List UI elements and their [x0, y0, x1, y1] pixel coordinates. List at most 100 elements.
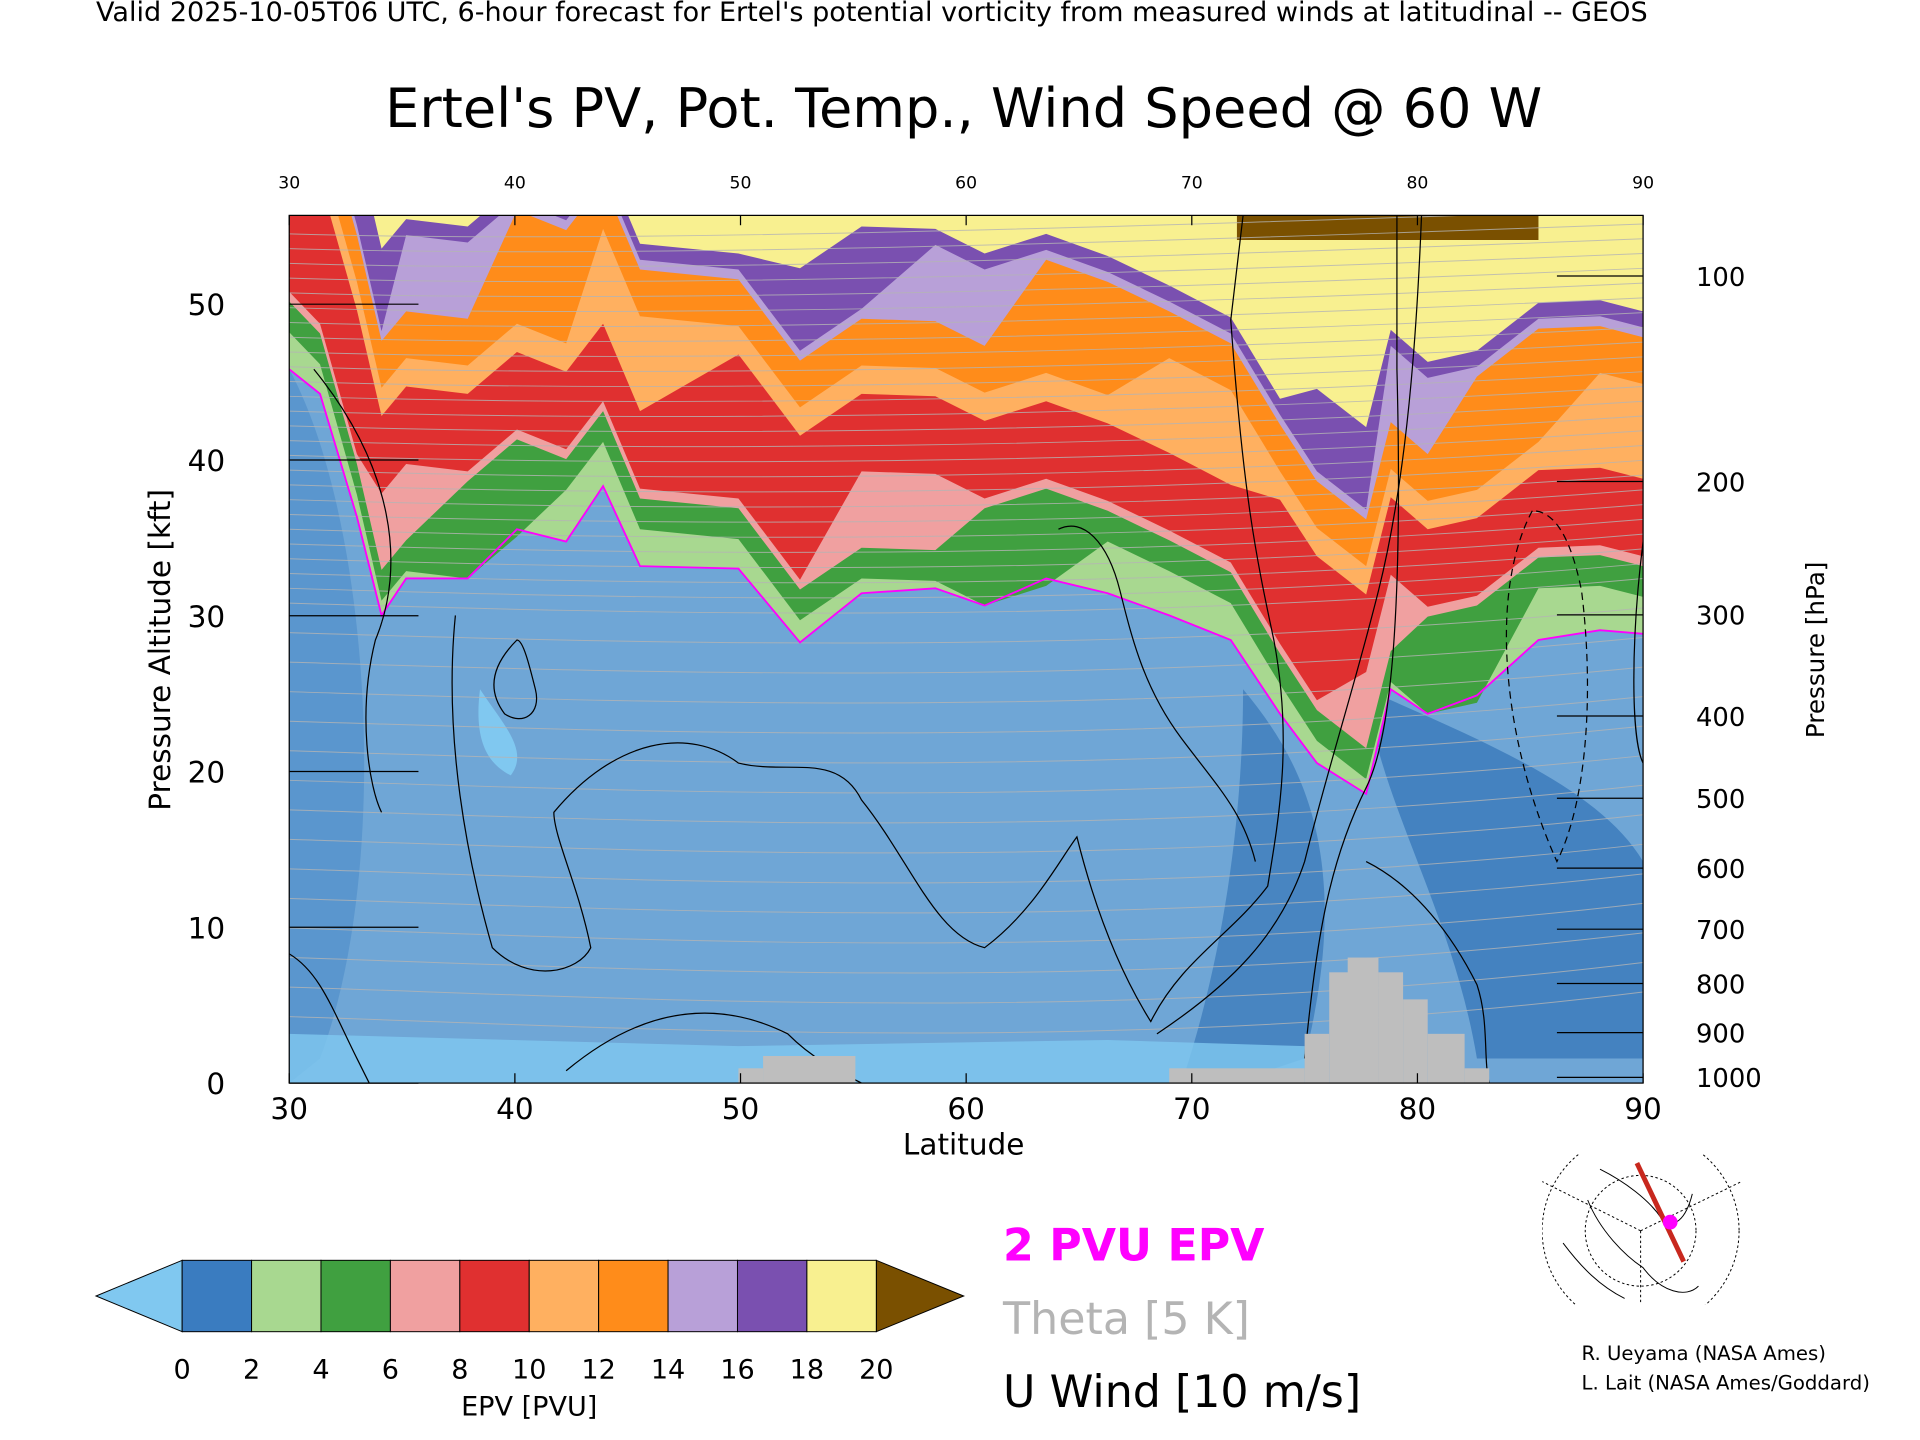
theta-line [289, 282, 1644, 312]
theta-line [289, 253, 1644, 283]
colorbar-segment [320, 1259, 391, 1333]
colorbar-segment [459, 1259, 530, 1333]
field-patch [478, 689, 518, 776]
legend-entry: U Wind [10 m/s] [1003, 1367, 1361, 1418]
theta-line [289, 223, 1644, 253]
theta-line [289, 445, 1644, 478]
colorbar-segment [736, 1259, 808, 1333]
pv-layers [289, 215, 1644, 794]
theta-line [289, 814, 1644, 854]
x-tick-label: 30 [270, 1092, 308, 1126]
y-tick-label: 40 [188, 444, 226, 478]
credit: R. Ueyama (NASA Ames) [1582, 1342, 1826, 1365]
y2-tick-label: 500 [1696, 785, 1745, 815]
terrain [1378, 972, 1404, 1084]
colorbar-segment [806, 1259, 877, 1333]
x-top-tick-label: 40 [504, 173, 526, 193]
theta-line [289, 371, 1644, 402]
colorbar-tick-label: 6 [382, 1354, 399, 1385]
x-top-tick-label: 70 [1181, 173, 1203, 193]
theta-line [289, 666, 1644, 704]
colorbar-segment [251, 1259, 322, 1333]
x-tick-label: 50 [722, 1092, 760, 1126]
header: Valid 2025-10-05T06 UTC, 6-hour forecast… [96, 0, 1648, 28]
topography [738, 957, 1490, 1084]
theta-line [289, 297, 1644, 327]
theta-line [289, 696, 1644, 734]
theta-line [289, 385, 1644, 417]
colorbar-tick-label: 8 [451, 1354, 468, 1385]
legend-entry: Theta [5 K] [1002, 1294, 1250, 1345]
y-axis-title: Pressure Altitude [kft] [143, 489, 177, 811]
credit: L. Lait (NASA Ames/Goddard) [1582, 1372, 1870, 1395]
theta-lines [289, 215, 1644, 1034]
theta-line [289, 489, 1644, 523]
terrain [1347, 957, 1379, 1084]
contour [493, 639, 538, 720]
legend: 2 PVU EPV Theta [5 K] U Wind [10 m/s] [1002, 1220, 1361, 1417]
x-tick-label: 40 [496, 1092, 534, 1126]
x-tick-label: 70 [1173, 1092, 1211, 1126]
theta-line [289, 356, 1644, 387]
y-tick-label: 30 [188, 600, 226, 634]
y-tick-label: 10 [188, 911, 226, 945]
y2-tick-label: 700 [1696, 916, 1745, 946]
theta-line [289, 961, 1644, 1004]
terrain [738, 1068, 764, 1084]
field-patch [1366, 689, 1644, 1059]
map-meridian [1542, 1181, 1641, 1232]
field-patch [289, 369, 365, 1084]
colorbar-under [94, 1259, 183, 1333]
y2-tick-label: 800 [1696, 970, 1745, 1000]
x-tick-label: 80 [1399, 1092, 1437, 1126]
terrain [763, 1056, 856, 1084]
theta-line [289, 902, 1644, 944]
theta-line [289, 755, 1644, 794]
contour [1156, 215, 1423, 1035]
theta-line [289, 637, 1644, 674]
coastline [1562, 1168, 1699, 1299]
x-top-tick-label: 30 [278, 173, 300, 193]
theta-line [289, 784, 1644, 824]
x-tick-label: 90 [1624, 1092, 1662, 1126]
theta-line [289, 415, 1644, 448]
theta-line [289, 215, 1478, 238]
contour [1365, 860, 1490, 1084]
map-circle [1542, 1154, 1740, 1305]
colorbar-segment [528, 1259, 600, 1333]
theta-line [289, 459, 1644, 493]
colorbar-segment [389, 1259, 461, 1333]
colorbar-tick-label: 14 [651, 1354, 685, 1385]
x-top-tick-label: 50 [730, 173, 752, 193]
y2-tick-label: 100 [1696, 263, 1745, 293]
terrain [1304, 1033, 1330, 1084]
terrain [1403, 999, 1428, 1084]
theta-line [289, 607, 1644, 644]
theta-line [289, 873, 1644, 914]
colorbar-tick-label: 20 [859, 1354, 893, 1385]
y-tick-label: 50 [188, 288, 226, 322]
theta-line [289, 725, 1644, 764]
colorbar-label: EPV [PVU] [461, 1391, 597, 1422]
theta-line [289, 326, 1644, 357]
colorbar: 0 2 4 6 8 10 12 14 16 18 20 [94, 1259, 965, 1385]
theta-line [289, 518, 1644, 553]
colorbar-segment [598, 1259, 669, 1333]
inset-map [1542, 1154, 1742, 1305]
colorbar-tick-label: 4 [312, 1354, 329, 1385]
section-line [1634, 1162, 1686, 1263]
terrain [1427, 1033, 1465, 1084]
field-patch [1181, 689, 1325, 1084]
colorbar-tick-label: 0 [174, 1354, 191, 1385]
colorbar-segment [181, 1259, 253, 1333]
theta-line [289, 504, 1644, 538]
colorbar-tick-label: 12 [581, 1354, 615, 1385]
contour [289, 953, 370, 1084]
colorbar-tick-label: 2 [243, 1354, 260, 1385]
contour [1633, 541, 1644, 764]
axes: 3030404050506060707080809090010203040501… [188, 173, 1762, 1125]
wind-contours [289, 215, 1644, 1084]
y2-axis-title: Pressure [hPa] [1801, 562, 1830, 739]
pv-field [289, 215, 1644, 1084]
